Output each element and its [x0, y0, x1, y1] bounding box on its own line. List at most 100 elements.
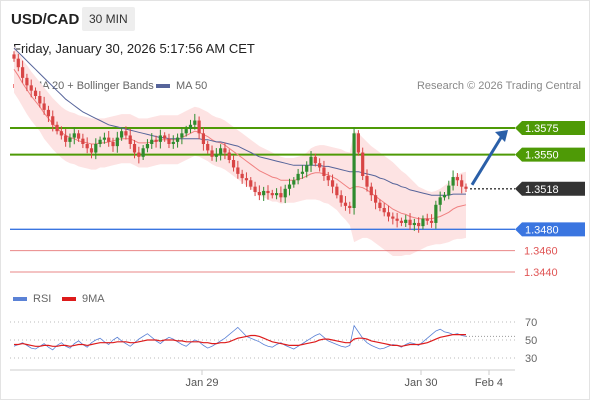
candle: [442, 192, 447, 201]
candle: [412, 218, 416, 231]
x-tick-label-0: Jan 29: [185, 377, 218, 389]
candle: [365, 169, 369, 192]
legend-ma50: MA 50: [156, 80, 207, 92]
candle: [128, 128, 132, 149]
candle: [348, 201, 352, 214]
candle: [55, 121, 59, 135]
candle: [29, 79, 33, 98]
candle: [262, 186, 266, 201]
x-tick-label-1: Jan 30: [404, 377, 437, 389]
candle: [451, 170, 455, 191]
candle: [352, 127, 356, 215]
rsi-tick-label-2: 30: [525, 353, 537, 365]
rsi-tick-label-0: 70: [525, 317, 537, 329]
candle: [223, 142, 227, 160]
candle: [219, 144, 223, 161]
candle: [42, 96, 46, 115]
legend-rsi-label: RSI: [33, 293, 52, 305]
candle: [455, 173, 459, 187]
candle: [438, 191, 442, 212]
candle: [85, 137, 89, 154]
candle: [464, 183, 468, 192]
candle: [404, 214, 408, 227]
candle: [184, 125, 188, 137]
level-label-3: 1.3480: [525, 224, 559, 236]
x-axis: Jan 29 Jan 30 Feb 4: [10, 369, 515, 389]
candle: [374, 189, 378, 210]
rsi-ma-line: [14, 334, 466, 347]
candle: [434, 200, 438, 229]
candle: [124, 126, 128, 140]
candle: [76, 130, 81, 142]
candle: [391, 212, 395, 225]
price-levels: [10, 127, 515, 273]
candle: [89, 144, 94, 159]
candlesticks: [12, 51, 468, 233]
candle: [283, 184, 287, 204]
candle: [249, 177, 253, 190]
candle: [257, 185, 261, 201]
candle: [305, 161, 309, 178]
price-level-labels: 1.3575 1.3550 1.3518 1.3480 1.3460 1.3440: [515, 121, 585, 279]
legend-rsi: RSI: [13, 293, 51, 305]
candle: [210, 145, 214, 161]
forecast-arrow: [470, 130, 508, 186]
candle: [240, 169, 244, 184]
candle: [386, 205, 391, 222]
candle: [447, 180, 451, 200]
candle: [460, 174, 464, 194]
candle: [318, 158, 322, 172]
candle: [266, 185, 270, 200]
rsi-panel: 70 50 30: [10, 317, 537, 365]
candle: [270, 189, 274, 199]
candle: [339, 190, 343, 207]
level-label-2: 1.3518: [525, 184, 559, 196]
candle: [175, 133, 180, 148]
x-tick-label-2: Feb 4: [475, 377, 503, 389]
candle: [309, 151, 313, 172]
candle: [322, 160, 326, 181]
level-tag-3: [515, 222, 585, 237]
ma50-swatch-icon: [156, 84, 170, 88]
legend-ma20-label: MA 20 + Bollinger Bands: [33, 80, 154, 92]
candle: [279, 186, 283, 203]
candle: [206, 140, 210, 154]
timeframe-badge[interactable]: 30 MIN: [82, 7, 135, 31]
candle: [21, 60, 25, 83]
level-tag-2: [515, 181, 585, 196]
candle: [12, 51, 16, 62]
candle: [141, 145, 145, 160]
level-label-4: 1.3460: [524, 246, 558, 258]
candle: [378, 199, 382, 212]
level-tag-1: [515, 147, 585, 162]
candle: [330, 174, 335, 194]
candle: [16, 53, 20, 72]
candle: [107, 130, 111, 147]
candle: [231, 155, 236, 172]
candle: [395, 212, 399, 228]
candle: [214, 148, 218, 162]
candle: [361, 147, 365, 181]
chart-datetime: Friday, January 30, 2026 5:17:56 AM CET: [13, 41, 255, 56]
candle: [236, 160, 240, 179]
candle: [51, 110, 55, 132]
candle: [33, 87, 38, 100]
candle: [25, 73, 29, 92]
legend-rsi-ma-label: 9MA: [82, 293, 105, 305]
candle: [46, 105, 51, 123]
candle: [313, 153, 317, 167]
candle: [120, 128, 124, 141]
legend-ma50-label: MA 50: [176, 80, 208, 92]
candle: [382, 203, 386, 217]
candle: [227, 149, 231, 164]
research-credit: Research © 2026 Trading Central: [416, 80, 581, 92]
candle: [98, 136, 102, 148]
candle: [38, 91, 42, 108]
candle: [68, 133, 72, 148]
candle: [94, 138, 98, 160]
candle: [59, 126, 63, 140]
candle: [154, 135, 158, 148]
candle: [81, 133, 85, 149]
candle: [163, 132, 167, 142]
candle: [193, 113, 197, 130]
